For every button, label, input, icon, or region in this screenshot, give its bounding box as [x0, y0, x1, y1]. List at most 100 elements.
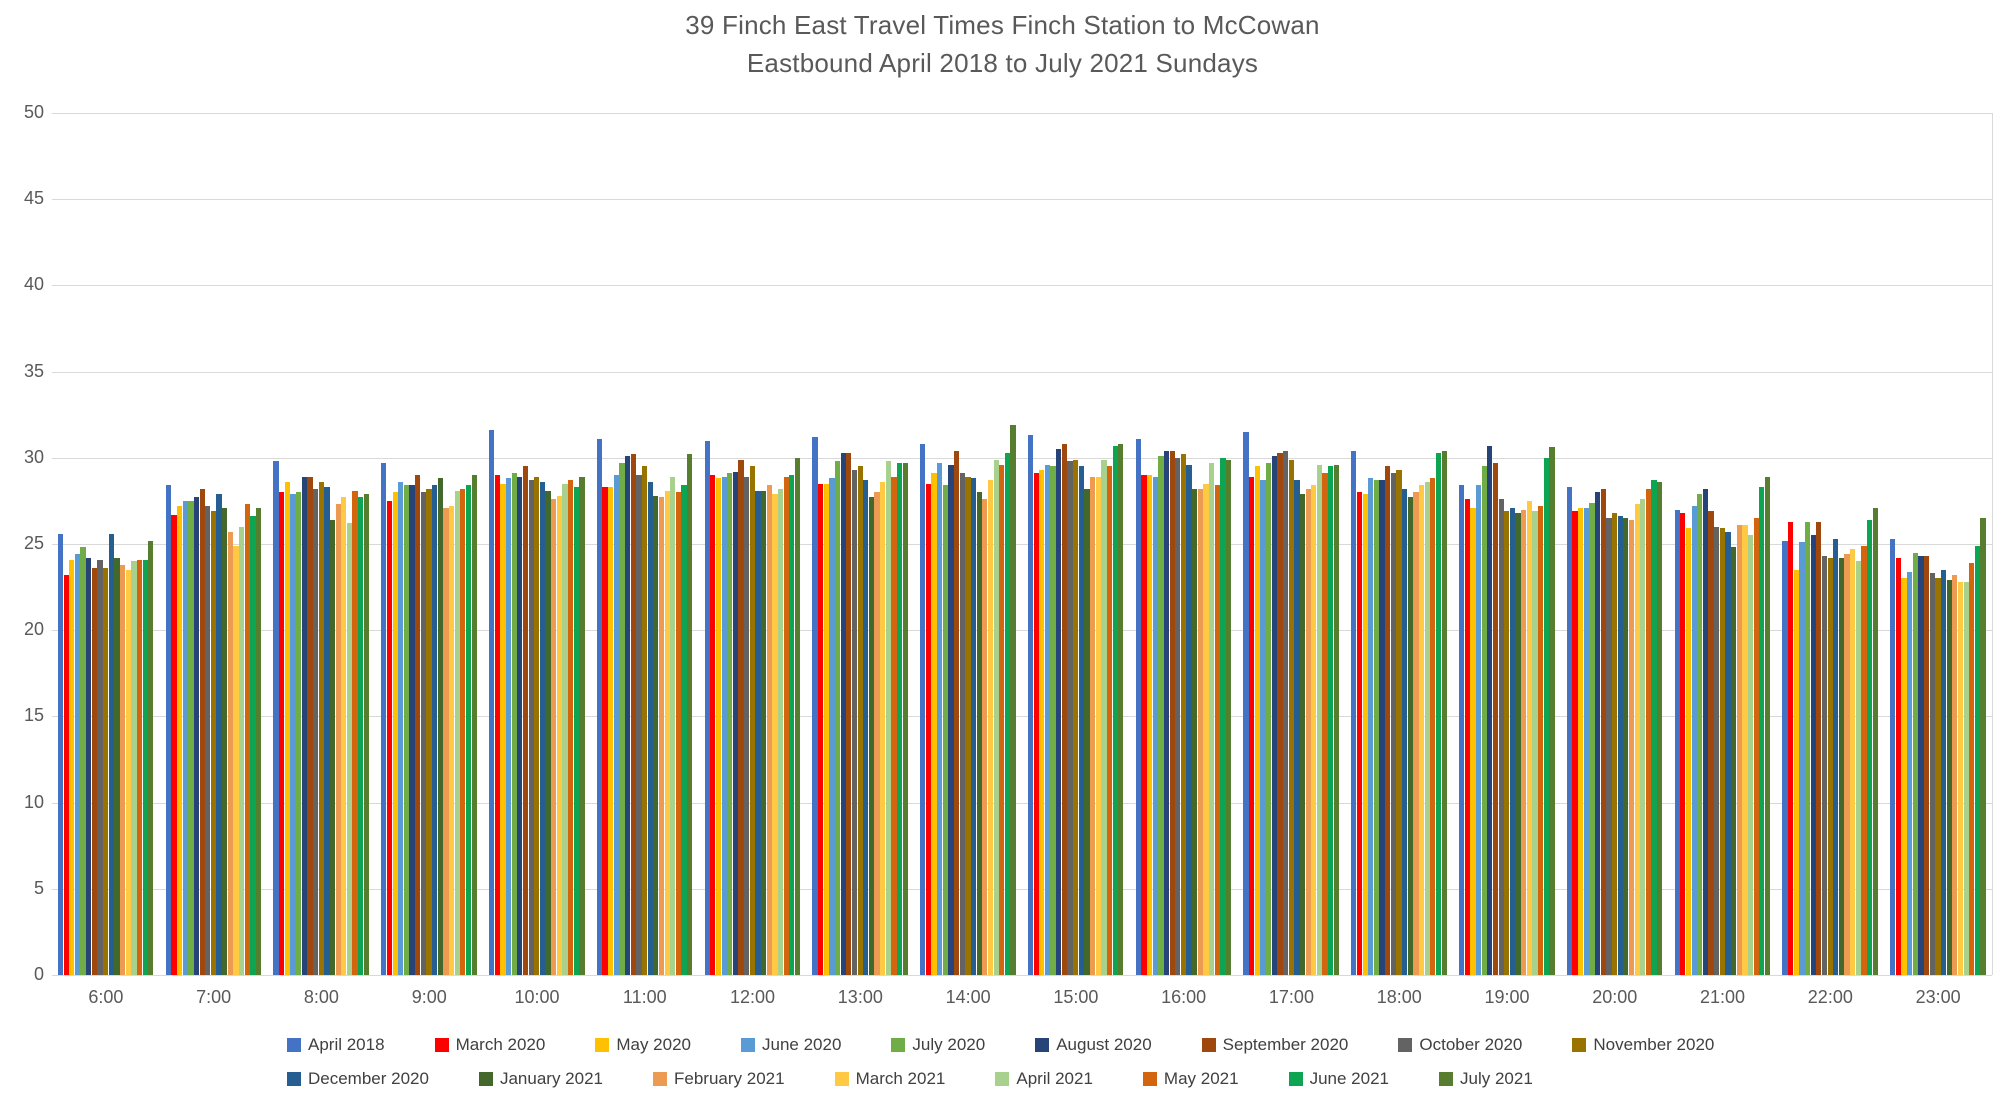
- bar-april-2021-1100[interactable]: [670, 476, 676, 975]
- bar-march-2020-1000[interactable]: [494, 475, 500, 975]
- bar-april-2018-1900[interactable]: [1459, 485, 1465, 975]
- bar-march-2020-1500[interactable]: [1033, 473, 1039, 975]
- bar-january-2021-2200[interactable]: [1838, 557, 1845, 975]
- bar-may-2021-2000[interactable]: [1645, 488, 1652, 975]
- bar-july-2020-1600[interactable]: [1158, 456, 1164, 975]
- bar-may-2021-1400[interactable]: [999, 464, 1005, 975]
- bar-may-2020-1400[interactable]: [931, 473, 937, 975]
- bar-march-2021-2000[interactable]: [1634, 504, 1640, 975]
- bar-december-2020-1100[interactable]: [647, 481, 653, 975]
- bar-april-2018-2000[interactable]: [1566, 487, 1573, 975]
- bar-may-2021-700[interactable]: [244, 504, 250, 975]
- bar-october-2020-1300[interactable]: [851, 469, 858, 975]
- bar-may-2021-2200[interactable]: [1861, 545, 1867, 975]
- bar-april-2021-1900[interactable]: [1532, 511, 1538, 975]
- bar-may-2020-1100[interactable]: [608, 487, 614, 975]
- bar-june-2020-1200[interactable]: [721, 476, 727, 975]
- bar-january-2021-1000[interactable]: [545, 490, 551, 975]
- bar-december-2020-2000[interactable]: [1617, 516, 1623, 975]
- bar-may-2021-1200[interactable]: [783, 476, 789, 975]
- bar-march-2021-2300[interactable]: [1957, 581, 1964, 975]
- legend-item-june-2020[interactable]: June 2020: [741, 1035, 841, 1055]
- bar-may-2021-600[interactable]: [136, 559, 143, 975]
- bar-july-2020-1700[interactable]: [1266, 462, 1272, 975]
- bar-october-2020-600[interactable]: [97, 559, 103, 975]
- bar-march-2020-1800[interactable]: [1356, 492, 1363, 975]
- legend-item-may-2020[interactable]: May 2020: [595, 1035, 691, 1055]
- bar-june-2020-1600[interactable]: [1152, 476, 1158, 975]
- bar-march-2020-2300[interactable]: [1895, 557, 1902, 975]
- bar-december-2020-2300[interactable]: [1940, 569, 1947, 975]
- bar-july-2020-1100[interactable]: [619, 462, 625, 975]
- bar-march-2021-1600[interactable]: [1203, 483, 1209, 975]
- bar-december-2020-1000[interactable]: [539, 481, 546, 975]
- legend-item-july-2020[interactable]: July 2020: [891, 1035, 985, 1055]
- bar-october-2020-2200[interactable]: [1821, 556, 1828, 975]
- bar-july-2021-1500[interactable]: [1118, 444, 1124, 975]
- legend-item-october-2020[interactable]: October 2020: [1398, 1035, 1522, 1055]
- bar-september-2020-1600[interactable]: [1169, 450, 1175, 975]
- bar-february-2021-1100[interactable]: [658, 497, 665, 975]
- bar-july-2020-600[interactable]: [80, 547, 86, 975]
- bar-january-2021-800[interactable]: [329, 519, 336, 975]
- bar-may-2020-2300[interactable]: [1901, 578, 1907, 975]
- bar-may-2020-700[interactable]: [176, 506, 183, 975]
- bar-november-2020-2300[interactable]: [1935, 578, 1941, 975]
- bar-may-2020-1800[interactable]: [1362, 494, 1368, 975]
- bar-june-2020-2300[interactable]: [1907, 571, 1913, 975]
- bar-march-2021-1900[interactable]: [1526, 500, 1532, 975]
- bar-november-2020-900[interactable]: [426, 488, 432, 975]
- bar-march-2021-2100[interactable]: [1742, 525, 1748, 975]
- bar-march-2021-2200[interactable]: [1850, 549, 1856, 975]
- bar-december-2020-1700[interactable]: [1294, 480, 1300, 975]
- bar-january-2021-1700[interactable]: [1299, 494, 1306, 975]
- bar-june-2021-2200[interactable]: [1867, 519, 1873, 975]
- bar-august-2020-1600[interactable]: [1163, 450, 1170, 975]
- bar-april-2018-1800[interactable]: [1351, 450, 1357, 975]
- bar-january-2021-1900[interactable]: [1515, 512, 1521, 975]
- bar-july-2020-1900[interactable]: [1481, 466, 1487, 975]
- bar-april-2021-1000[interactable]: [562, 483, 568, 975]
- bar-july-2021-1600[interactable]: [1225, 459, 1232, 975]
- bar-april-2018-1100[interactable]: [596, 438, 603, 975]
- bar-november-2020-2100[interactable]: [1719, 528, 1725, 975]
- bar-august-2020-1000[interactable]: [517, 476, 523, 975]
- bar-april-2018-1700[interactable]: [1243, 431, 1249, 975]
- bar-september-2020-600[interactable]: [91, 568, 98, 975]
- bar-march-2020-900[interactable]: [386, 500, 393, 975]
- bar-may-2021-1900[interactable]: [1538, 506, 1544, 975]
- bar-april-2018-1300[interactable]: [812, 437, 818, 975]
- bar-july-2020-2200[interactable]: [1804, 521, 1811, 975]
- bar-april-2018-700[interactable]: [165, 485, 171, 975]
- bar-august-2020-1900[interactable]: [1487, 445, 1493, 975]
- bar-june-2021-1200[interactable]: [789, 475, 795, 975]
- bar-june-2020-600[interactable]: [74, 554, 81, 975]
- bar-february-2021-600[interactable]: [119, 564, 126, 975]
- bar-july-2021-1800[interactable]: [1441, 450, 1447, 975]
- bar-june-2021-1000[interactable]: [573, 487, 579, 975]
- bar-december-2020-2100[interactable]: [1725, 531, 1731, 975]
- bar-june-2020-2100[interactable]: [1691, 506, 1697, 975]
- bar-january-2021-2000[interactable]: [1623, 518, 1629, 975]
- bar-march-2020-1200[interactable]: [710, 475, 716, 975]
- bar-march-2020-2200[interactable]: [1788, 521, 1794, 975]
- bar-july-2021-1200[interactable]: [794, 457, 801, 975]
- bar-march-2020-1100[interactable]: [602, 487, 608, 975]
- bar-june-2020-800[interactable]: [290, 494, 296, 975]
- legend-item-march-2020[interactable]: March 2020: [434, 1035, 545, 1055]
- bar-october-2020-2000[interactable]: [1606, 518, 1612, 975]
- bar-april-2021-1700[interactable]: [1316, 464, 1323, 975]
- bar-march-2021-1700[interactable]: [1311, 485, 1317, 975]
- bar-february-2021-700[interactable]: [227, 531, 233, 975]
- bar-march-2021-800[interactable]: [341, 497, 347, 975]
- bar-december-2020-1500[interactable]: [1078, 466, 1084, 975]
- bar-september-2020-1300[interactable]: [846, 452, 852, 975]
- bar-october-2020-1800[interactable]: [1390, 473, 1396, 975]
- bar-april-2018-1400[interactable]: [920, 444, 926, 975]
- bar-march-2021-1100[interactable]: [664, 490, 670, 975]
- bar-october-2020-1400[interactable]: [959, 473, 965, 975]
- bar-may-2021-1500[interactable]: [1106, 466, 1113, 975]
- bar-november-2020-1800[interactable]: [1396, 469, 1402, 975]
- bar-june-2020-1500[interactable]: [1044, 464, 1051, 975]
- bar-july-2020-2000[interactable]: [1589, 502, 1595, 975]
